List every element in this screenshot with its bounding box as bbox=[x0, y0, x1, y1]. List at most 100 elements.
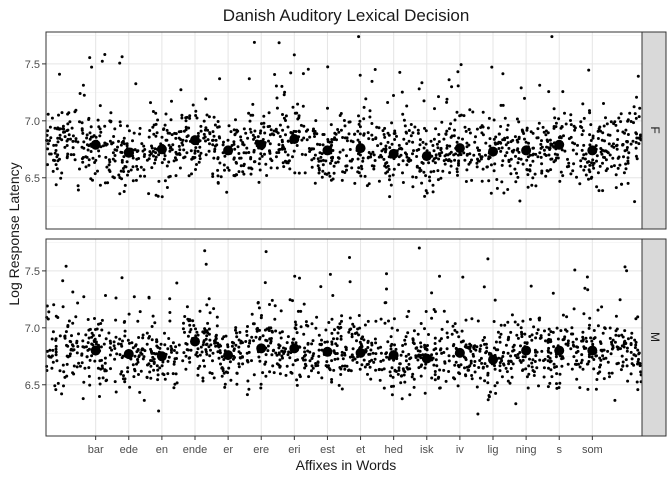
data-point bbox=[337, 130, 341, 134]
data-point bbox=[211, 359, 214, 363]
data-point bbox=[493, 384, 497, 388]
data-point bbox=[580, 126, 584, 129]
data-point bbox=[242, 127, 246, 131]
data-point bbox=[189, 149, 193, 153]
data-point bbox=[424, 129, 428, 133]
data-point bbox=[184, 119, 188, 123]
data-point bbox=[277, 41, 281, 45]
data-point bbox=[264, 353, 268, 357]
data-point bbox=[127, 170, 130, 173]
data-point bbox=[135, 157, 139, 161]
data-point bbox=[385, 351, 388, 355]
data-point bbox=[487, 351, 491, 355]
data-point bbox=[66, 325, 70, 329]
data-point bbox=[443, 361, 447, 365]
strip-M bbox=[641, 238, 667, 437]
data-point bbox=[456, 173, 459, 177]
data-point bbox=[379, 153, 383, 157]
data-point bbox=[347, 368, 351, 372]
data-point bbox=[206, 138, 210, 142]
data-point bbox=[469, 361, 473, 365]
data-point bbox=[252, 137, 255, 141]
data-point bbox=[73, 110, 77, 114]
data-point bbox=[373, 68, 377, 71]
data-point bbox=[115, 352, 119, 356]
data-point bbox=[390, 326, 394, 330]
data-point bbox=[516, 147, 520, 151]
data-point bbox=[223, 154, 227, 158]
data-point bbox=[468, 131, 472, 135]
data-point bbox=[486, 381, 490, 385]
data-point bbox=[494, 340, 498, 344]
data-point bbox=[348, 256, 351, 259]
data-point bbox=[610, 144, 614, 148]
data-point bbox=[508, 164, 512, 168]
data-point bbox=[357, 122, 361, 126]
data-point bbox=[157, 409, 161, 413]
data-point bbox=[167, 175, 171, 179]
data-point bbox=[401, 171, 404, 175]
data-point bbox=[67, 111, 71, 115]
data-point bbox=[445, 144, 449, 148]
data-point bbox=[77, 332, 80, 336]
data-point bbox=[468, 108, 472, 112]
data-point bbox=[423, 327, 426, 331]
data-point bbox=[109, 111, 113, 115]
data-point bbox=[50, 116, 54, 120]
data-point bbox=[469, 349, 473, 353]
data-point bbox=[487, 394, 491, 397]
data-point bbox=[599, 358, 603, 362]
data-point bbox=[78, 167, 81, 171]
data-point bbox=[498, 369, 502, 373]
data-point bbox=[353, 357, 357, 361]
data-point bbox=[262, 114, 266, 118]
data-point bbox=[71, 146, 75, 150]
data-point bbox=[595, 159, 598, 163]
data-point bbox=[56, 316, 60, 319]
data-point bbox=[358, 125, 362, 129]
data-point bbox=[85, 355, 89, 359]
data-point bbox=[187, 126, 191, 130]
data-point bbox=[492, 118, 496, 122]
data-point bbox=[331, 294, 335, 297]
data-point bbox=[432, 157, 436, 161]
data-point bbox=[409, 158, 413, 162]
data-point bbox=[46, 142, 50, 146]
data-point bbox=[509, 330, 513, 334]
data-point bbox=[308, 150, 312, 153]
data-point bbox=[188, 114, 192, 118]
data-point bbox=[625, 148, 629, 152]
x-tick-label-eri: eri bbox=[288, 444, 300, 456]
data-point bbox=[270, 298, 274, 302]
data-point bbox=[470, 374, 474, 377]
data-point bbox=[636, 388, 640, 392]
data-point bbox=[133, 369, 137, 373]
data-point bbox=[581, 129, 585, 133]
data-point bbox=[269, 326, 273, 330]
data-point bbox=[527, 372, 531, 376]
category-mean-ere bbox=[256, 139, 267, 150]
data-point bbox=[295, 378, 299, 382]
data-point bbox=[172, 159, 176, 163]
data-point bbox=[72, 364, 76, 368]
data-point bbox=[311, 366, 315, 370]
data-point bbox=[257, 162, 261, 166]
data-point bbox=[507, 359, 511, 363]
data-point bbox=[449, 135, 453, 139]
data-point bbox=[262, 121, 266, 125]
data-point bbox=[504, 343, 508, 347]
data-point bbox=[446, 335, 450, 339]
x-tick-label-et: et bbox=[356, 444, 365, 456]
data-point bbox=[196, 373, 200, 377]
data-point bbox=[86, 318, 90, 321]
category-mean-bar bbox=[90, 345, 101, 356]
data-point bbox=[531, 131, 535, 135]
data-point bbox=[148, 150, 152, 154]
data-point bbox=[433, 378, 437, 382]
data-point bbox=[332, 164, 336, 168]
data-point bbox=[530, 338, 534, 342]
data-point bbox=[199, 345, 203, 349]
data-point bbox=[552, 345, 556, 349]
data-point bbox=[540, 349, 544, 353]
data-point bbox=[388, 146, 392, 150]
